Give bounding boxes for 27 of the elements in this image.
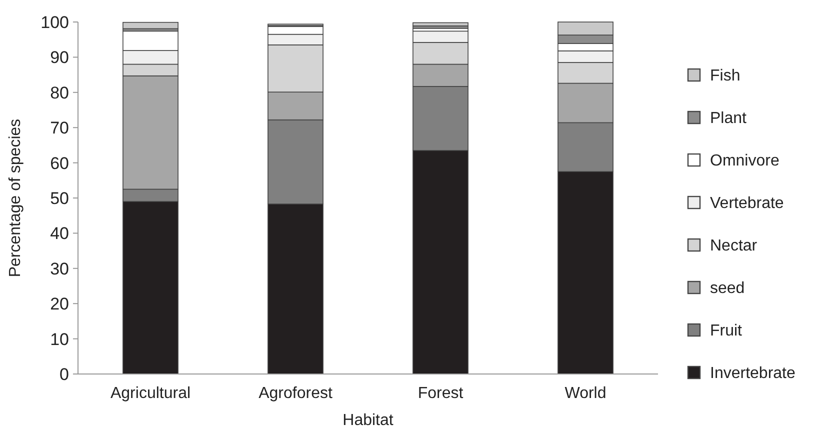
y-tick-label: 0 (60, 364, 69, 384)
bar (412, 22, 468, 26)
y-tick-label: 70 (50, 118, 69, 138)
y-tick-label: 80 (50, 83, 69, 102)
legend-label: Omnivore (710, 152, 780, 170)
y-tick-label: 30 (50, 259, 69, 278)
y-tick-label: 60 (50, 154, 69, 173)
y-axis-title: Percentage of species (7, 118, 24, 278)
legend-label: Vertebrate (710, 195, 784, 212)
x-tick-label: Agricultural (110, 385, 191, 402)
x-tick-label: Agroforest (258, 385, 333, 402)
y-tick-label: 90 (50, 48, 69, 68)
legend-label: Plant (710, 110, 748, 128)
legend-label: seed (710, 280, 745, 298)
legend-label: Fruit (710, 322, 743, 340)
y-tick-label: 40 (50, 224, 69, 244)
bar (122, 22, 178, 30)
y-tick-label: 20 (50, 294, 69, 314)
y-tick-label: 50 (50, 188, 69, 208)
x-tick-label: Forest (418, 385, 464, 402)
legend-label: Invertebrate (710, 365, 796, 382)
legend-label: Nectar (710, 238, 758, 255)
legend-label: Fish (710, 68, 740, 85)
y-tick-label: 10 (50, 330, 69, 349)
y-tick-label: 100 (40, 12, 69, 32)
x-axis-title: Habitat (342, 412, 394, 429)
x-tick-label: World (564, 385, 606, 402)
